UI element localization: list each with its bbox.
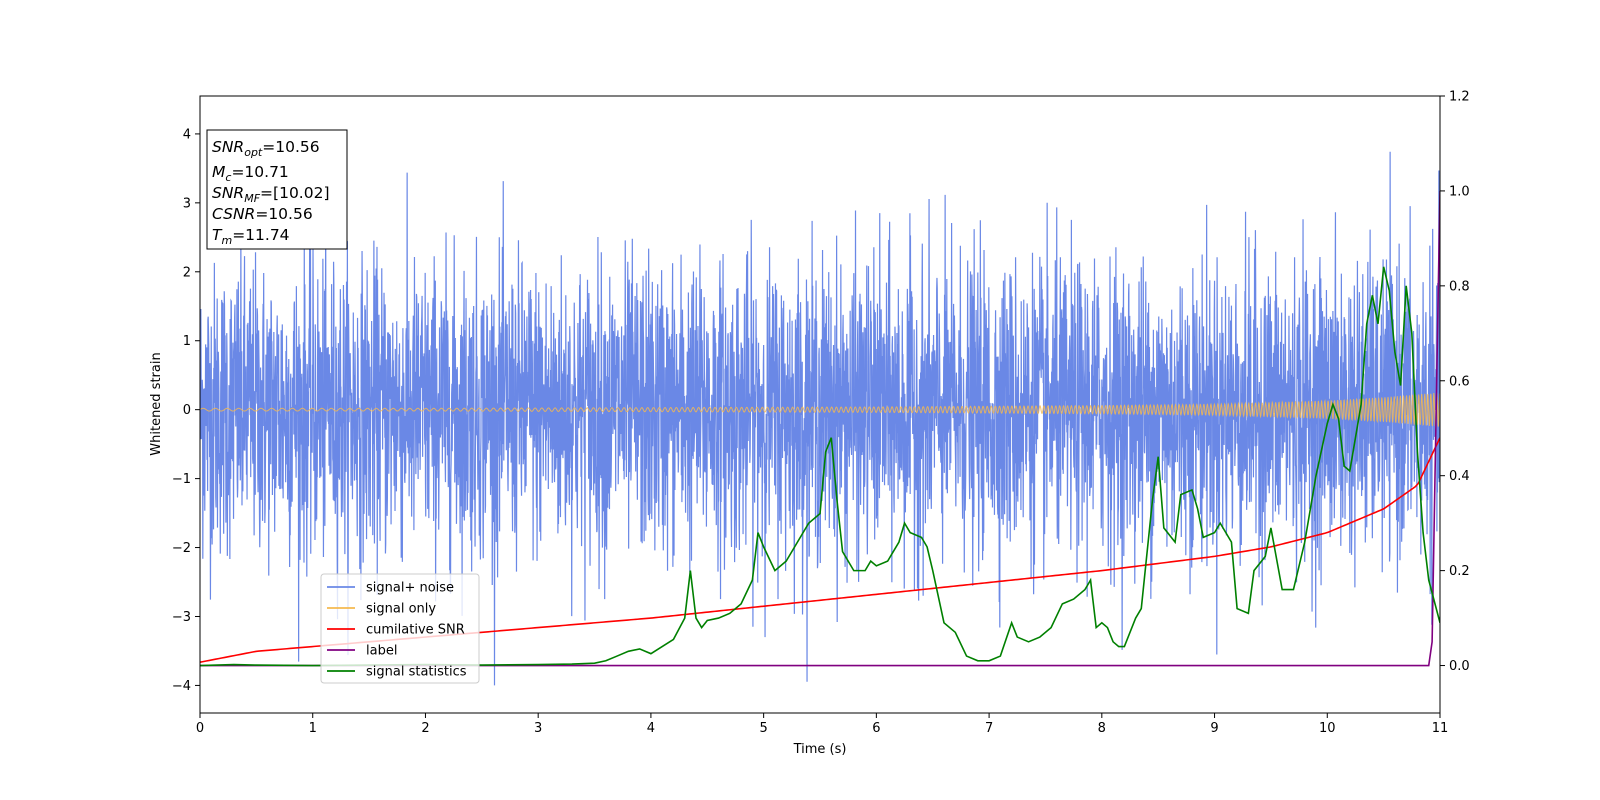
y-tick-label: 1 <box>183 334 191 349</box>
x-tick-label: 11 <box>1432 721 1449 736</box>
y-tick-label: 0 <box>183 403 191 418</box>
y-tick-label: −3 <box>172 610 191 625</box>
x-tick-label: 6 <box>872 721 880 736</box>
x-tick-label: 9 <box>1210 721 1218 736</box>
legend-frame <box>320 573 480 684</box>
legend-label: signal+ noise <box>366 581 454 596</box>
y-axis-label: Whitened strain <box>149 352 164 455</box>
y-axis-left: −4 −3 −2 −1 0 1 2 3 4 <box>172 127 200 694</box>
legend: signal+ noise signal only cumilative SNR la… <box>320 573 480 684</box>
y2-tick-label: 1.0 <box>1449 184 1470 199</box>
y2-tick-label: 1.2 <box>1449 90 1470 105</box>
x-tick-label: 8 <box>1098 721 1106 736</box>
y-axis-right: 0.0 0.2 0.4 0.6 0.8 1.0 1.2 <box>1440 90 1470 674</box>
annotation-line: SNRopt=10.56 <box>212 138 320 159</box>
x-axis-label: Time (s) <box>793 742 847 757</box>
x-tick-label: 2 <box>421 721 429 736</box>
y2-tick-label: 0.6 <box>1449 374 1470 389</box>
annotation-line: CSNR=10.56 <box>212 205 313 223</box>
y-tick-label: −4 <box>172 679 191 694</box>
annotation-line: SNRMF=[10.02] <box>212 184 330 205</box>
x-tick-label: 5 <box>759 721 767 736</box>
x-tick-label: 1 <box>309 721 317 736</box>
x-axis: 0 1 2 3 4 5 6 7 8 9 10 11 <box>196 713 1448 736</box>
x-tick-label: 0 <box>196 721 204 736</box>
annotation-box: SNRopt=10.56 Mc=10.71SNRMF=[10.02]CSNR=10… <box>206 129 348 250</box>
legend-label: signal only <box>366 602 436 617</box>
annotation-line: Tm=11.74 <box>212 226 290 247</box>
y-tick-label: 4 <box>183 127 191 142</box>
x-tick-label: 3 <box>534 721 542 736</box>
y-tick-label: 2 <box>183 265 191 280</box>
y2-tick-label: 0.8 <box>1449 279 1470 294</box>
x-tick-label: 4 <box>647 721 655 736</box>
series-signal-only-line <box>200 392 1440 427</box>
x-tick-label: 7 <box>985 721 993 736</box>
x-tick-label: 10 <box>1319 721 1336 736</box>
plot-frame <box>199 95 1441 714</box>
y-tick-label: −2 <box>172 541 191 556</box>
annotation-frame <box>206 129 348 250</box>
y2-tick-label: 0.2 <box>1449 564 1470 579</box>
y-tick-label: 3 <box>183 196 191 211</box>
legend-label: label <box>366 644 397 659</box>
legend-label: signal statistics <box>366 665 467 680</box>
y2-tick-label: 0.4 <box>1449 469 1470 484</box>
series-signal-statistics-line <box>200 266 1440 667</box>
annotation-line: Mc=10.71 <box>212 163 289 184</box>
y-tick-label: −1 <box>172 472 191 487</box>
series-label-line <box>200 190 1440 667</box>
y2-tick-label: 0.0 <box>1449 659 1470 674</box>
legend-label: cumilative SNR <box>366 623 465 638</box>
